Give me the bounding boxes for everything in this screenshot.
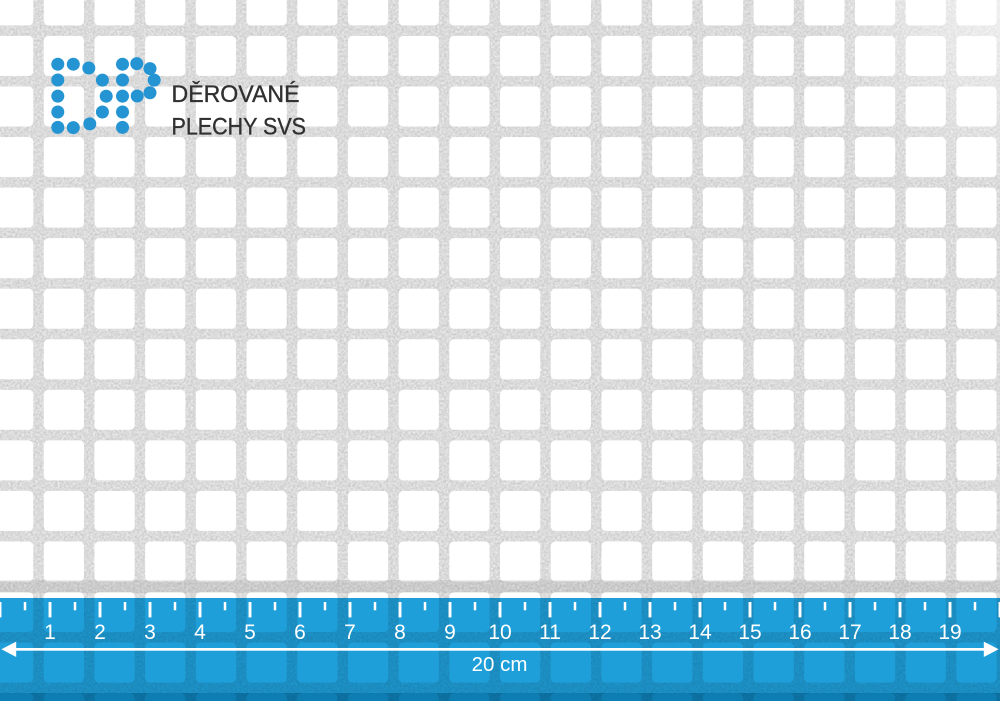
- svg-text:3: 3: [144, 621, 156, 644]
- svg-text:20 cm: 20 cm: [472, 653, 528, 676]
- svg-text:2: 2: [94, 621, 106, 644]
- svg-text:15: 15: [738, 621, 761, 644]
- svg-text:DĚROVANÉ: DĚROVANÉ: [172, 81, 300, 108]
- svg-text:8: 8: [394, 621, 406, 644]
- svg-text:19: 19: [938, 621, 961, 644]
- svg-text:5: 5: [244, 621, 256, 644]
- svg-text:6: 6: [294, 621, 306, 644]
- svg-text:16: 16: [788, 621, 811, 644]
- svg-text:10: 10: [488, 621, 511, 644]
- svg-text:PLECHY SVS: PLECHY SVS: [172, 113, 307, 140]
- svg-text:7: 7: [344, 621, 356, 644]
- svg-text:14: 14: [688, 621, 712, 644]
- svg-text:13: 13: [638, 621, 661, 644]
- svg-text:4: 4: [194, 621, 206, 644]
- svg-text:11: 11: [539, 621, 561, 644]
- svg-text:1: 1: [44, 621, 56, 644]
- svg-text:18: 18: [888, 621, 911, 644]
- svg-text:17: 17: [838, 621, 861, 644]
- svg-text:12: 12: [588, 621, 611, 644]
- svg-text:9: 9: [444, 621, 456, 644]
